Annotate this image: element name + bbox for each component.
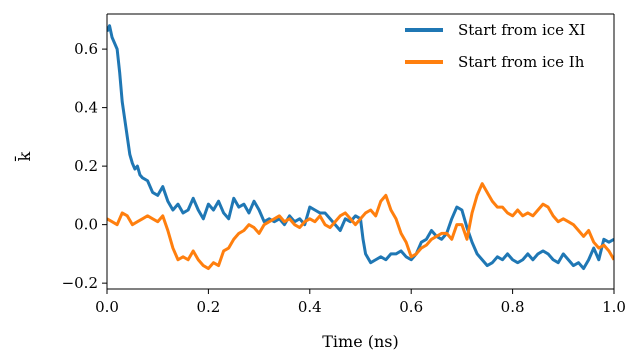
series-line-ice-ih [107, 182, 614, 271]
y-tick-label: 0.2 [74, 157, 98, 175]
legend-label: Start from ice XI [458, 21, 585, 39]
y-tick-label: 0.6 [74, 40, 98, 58]
series-layer [107, 24, 614, 271]
x-axis-label: Time (ns) [322, 332, 399, 351]
x-tick-label: 0.4 [298, 298, 322, 316]
y-axis-label: k̄ [13, 151, 34, 161]
series-line-ice-xi [107, 24, 614, 271]
y-ticks: −0.2 0.0 0.2 0.4 0.6 [62, 40, 107, 292]
y-tick-label: 0.0 [74, 216, 98, 234]
axes [106, 13, 615, 290]
legend-label: Start from ice Ih [458, 53, 585, 71]
y-tick-label: −0.2 [62, 274, 98, 292]
x-tick-label: 0.2 [196, 298, 220, 316]
x-tick-label: 0.0 [95, 298, 119, 316]
legend: Start from ice XI Start from ice Ih [405, 21, 585, 71]
x-ticks: 0.0 0.2 0.4 0.6 0.8 1.0 [95, 289, 626, 316]
y-tick-label: 0.4 [74, 99, 98, 117]
x-tick-label: 0.8 [501, 298, 525, 316]
x-tick-label: 1.0 [602, 298, 626, 316]
x-tick-label: 0.6 [399, 298, 423, 316]
